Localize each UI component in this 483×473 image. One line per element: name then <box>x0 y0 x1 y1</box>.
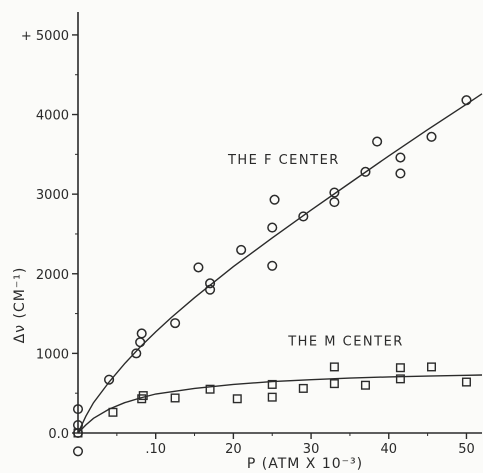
m-center-point <box>232 394 242 404</box>
x-axis-title: P (ATM X 10⁻³) <box>247 456 363 472</box>
x-tick-label: 20 <box>225 442 242 457</box>
f-center-point <box>298 211 309 222</box>
f-center-point <box>395 152 406 163</box>
m-center-point <box>108 407 118 417</box>
f-center-point <box>205 278 216 289</box>
f-center-point <box>461 95 472 106</box>
x-tick-label: 40 <box>380 442 397 457</box>
f-center-point <box>329 187 340 198</box>
x-tick-label: 50 <box>458 442 475 457</box>
m-center-fit-curve <box>77 374 483 434</box>
f-center-point <box>267 222 278 233</box>
m-center-point <box>329 362 339 372</box>
y-tick-label: 3000 <box>36 188 69 203</box>
data-points <box>72 95 472 457</box>
x-tick-label: 30 <box>303 442 320 457</box>
f-center-point <box>72 404 84 415</box>
fit-curves <box>77 93 483 434</box>
m-center-point <box>461 377 471 387</box>
f-center-point <box>360 166 371 177</box>
f-center-point <box>205 284 216 295</box>
m-center-point <box>298 383 308 393</box>
f-center-point <box>193 262 204 273</box>
m-center-point <box>73 428 83 438</box>
f-center-annotation: THE F CENTER <box>227 153 340 168</box>
f-center-point <box>131 348 142 359</box>
m-center-point <box>205 384 215 394</box>
f-center-point <box>170 318 181 329</box>
m-center-point <box>329 379 339 389</box>
m-center-point <box>427 362 437 372</box>
f-center-point <box>329 197 340 208</box>
f-center-point <box>135 337 146 348</box>
y-axis-title: Δν (CM⁻¹) <box>12 267 28 344</box>
labels: P (ATM X 10⁻³) Δν (CM⁻¹) 0.0 1000 2000 3000… <box>12 29 475 472</box>
y-tick-label: 1000 <box>36 347 69 362</box>
f-center-point <box>269 194 280 205</box>
m-center-point <box>395 374 405 384</box>
m-center-point <box>170 393 180 403</box>
f-center-point <box>236 244 247 255</box>
y-tick-label: 2000 <box>36 268 69 283</box>
f-center-point <box>426 131 437 142</box>
m-center-annotation: THE M CENTER <box>287 334 404 349</box>
m-center-point <box>360 380 370 390</box>
f-center-point <box>136 328 147 339</box>
m-center-point <box>395 363 405 373</box>
f-center-point <box>395 168 406 179</box>
x-tick-label: .10 <box>145 442 166 457</box>
y-tick-label: 0.0 <box>48 427 69 442</box>
m-center-point <box>267 392 277 402</box>
y-tick-label: 4000 <box>36 109 69 124</box>
m-center-point <box>138 391 148 401</box>
f-center-point <box>72 446 84 457</box>
f-center-point <box>267 260 278 271</box>
y-tick-label: + 5000 <box>21 29 69 44</box>
f-center-point <box>104 374 115 385</box>
m-center-point <box>267 379 277 389</box>
f-center-fit-curve <box>77 93 483 434</box>
f-center-point <box>372 136 383 147</box>
axes <box>72 12 482 439</box>
